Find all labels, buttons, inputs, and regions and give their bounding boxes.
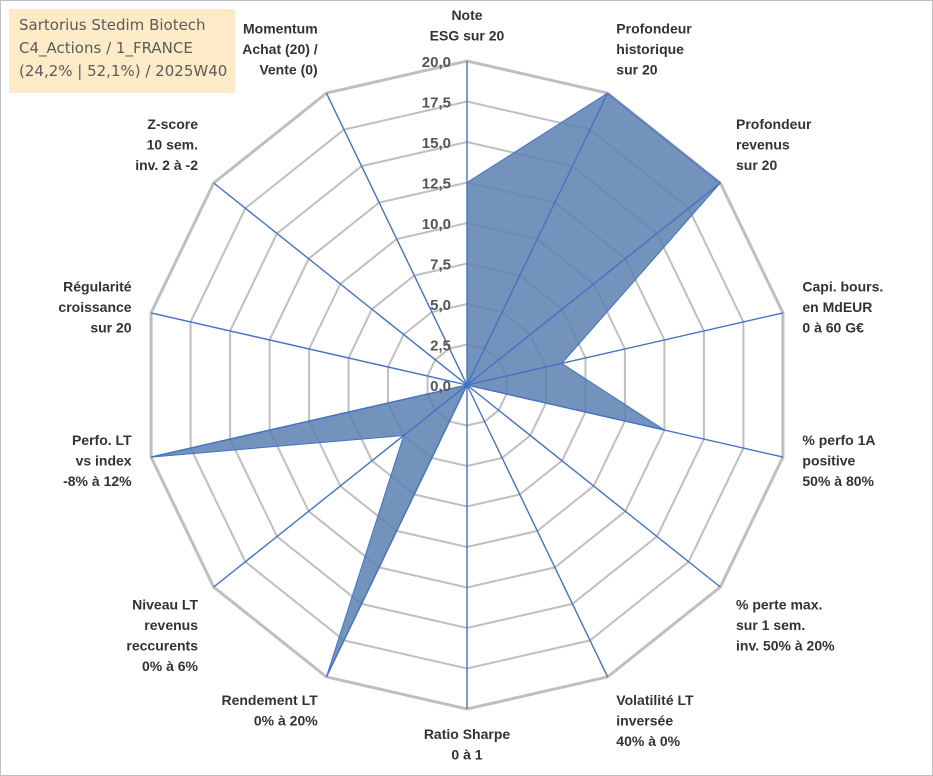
- axis-label-2: Profondeur revenus sur 20: [736, 116, 812, 173]
- spoke-10: [150, 384, 468, 458]
- chart-title-box: Sartorius Stedim Biotech C4_Actions / 1_…: [9, 9, 235, 93]
- axis-label-7-line-0: Ratio Sharpe: [424, 726, 511, 742]
- axis-label-6-line-2: 40% à 0%: [616, 733, 680, 749]
- axis-label-13-line-2: Vente (0): [259, 62, 317, 78]
- axis-label-4-line-2: 50% à 80%: [802, 473, 874, 489]
- tick-label-7: 17,5: [422, 95, 451, 112]
- axis-label-10-line-2: -8% à 12%: [63, 473, 132, 489]
- spoke-12: [213, 182, 468, 386]
- axis-label-2-line-2: sur 20: [736, 157, 777, 173]
- axis-label-12-line-1: 10 sem.: [147, 137, 198, 153]
- axis-label-0-line-1: ESG sur 20: [430, 28, 505, 44]
- tick-label-1: 2,5: [430, 338, 451, 355]
- radar-axis-labels: Note ESG sur 20 Profondeur historique sur 20…: [58, 7, 883, 763]
- spoke-5: [466, 384, 721, 588]
- axis-label-12-line-0: Z-score: [147, 116, 198, 132]
- axis-label-3: Capi. bours. en MdEUR 0 à 60 G€: [802, 279, 883, 336]
- spoke-1: [466, 92, 609, 386]
- tick-label-0: 0,0: [430, 378, 451, 395]
- spoke-3: [466, 312, 784, 386]
- axis-label-2-line-1: revenus: [736, 137, 790, 153]
- axis-label-7-line-1: 0 à 1: [451, 747, 482, 763]
- axis-label-1-line-2: sur 20: [616, 62, 657, 78]
- axis-label-6: Volatilité LT inversée 40% à 0%: [616, 692, 694, 749]
- axis-label-3-line-0: Capi. bours.: [802, 279, 883, 295]
- axis-label-7: Ratio Sharpe 0 à 1: [424, 726, 511, 763]
- axis-label-3-line-1: en MdEUR: [802, 299, 872, 315]
- spoke-13: [325, 92, 468, 386]
- spoke-8: [325, 384, 468, 678]
- axis-label-9-line-3: 0% à 6%: [142, 658, 199, 674]
- tick-label-4: 10,0: [422, 216, 451, 233]
- axis-label-9-line-1: revenus: [144, 617, 198, 633]
- axis-label-1-line-0: Profondeur: [616, 21, 692, 37]
- axis-label-1: Profondeur historique sur 20: [616, 21, 692, 78]
- chart-subtitle-portfolio: C4_Actions / 1_FRANCE: [19, 39, 193, 57]
- axis-label-2-line-0: Profondeur: [736, 116, 812, 132]
- chart-title: Sartorius Stedim Biotech: [19, 16, 206, 34]
- axis-label-9: Niveau LT revenus reccurents 0% à 6%: [126, 597, 198, 675]
- axis-label-4-line-1: positive: [802, 452, 855, 468]
- tick-label-6: 15,0: [422, 135, 451, 152]
- axis-label-6-line-1: inversée: [616, 712, 673, 728]
- axis-label-10-line-0: Perfo. LT: [72, 432, 132, 448]
- axis-label-8-line-1: 0% à 20%: [254, 712, 318, 728]
- axis-label-8-line-0: Rendement LT: [221, 692, 318, 708]
- axis-label-10: Perfo. LT vs index -8% à 12%: [63, 432, 132, 489]
- axis-label-12: Z-score 10 sem. inv. 2 à -2: [135, 116, 198, 173]
- tick-label-5: 12,5: [422, 176, 451, 193]
- axis-label-13-line-1: Achat (20) /: [242, 41, 318, 57]
- axis-label-12-line-2: inv. 2 à -2: [135, 157, 198, 173]
- spoke-9: [213, 384, 468, 588]
- axis-label-0: Note ESG sur 20: [430, 7, 505, 44]
- axis-label-3-line-2: 0 à 60 G€: [802, 320, 864, 336]
- spoke-6: [466, 384, 609, 678]
- axis-label-0-line-0: Note: [451, 7, 482, 23]
- spoke-2: [466, 182, 721, 386]
- axis-label-5: % perte max. sur 1 sem. inv. 50% à 20%: [736, 597, 835, 654]
- axis-label-1-line-1: historique: [616, 41, 684, 57]
- tick-label-3: 7,5: [430, 257, 451, 274]
- axis-label-6-line-0: Volatilité LT: [616, 692, 694, 708]
- axis-label-9-line-2: reccurents: [126, 638, 198, 654]
- axis-label-11-line-1: croissance: [58, 299, 131, 315]
- axis-label-4-line-0: % perfo 1A: [802, 432, 875, 448]
- axis-label-8: Rendement LT 0% à 20%: [221, 692, 318, 729]
- radar-spokes: [150, 61, 784, 709]
- axis-label-10-line-1: vs index: [76, 452, 132, 468]
- axis-label-5-line-0: % perte max.: [736, 597, 822, 613]
- tick-label-2: 5,0: [430, 297, 451, 314]
- chart-subtitle-stats: (24,2% | 52,1%) / 2025W40: [19, 62, 228, 80]
- axis-label-5-line-2: inv. 50% à 20%: [736, 638, 835, 654]
- radar-tick-labels: 0,0 2,5 5,0 7,5 10,0 12,5 15,0 17,5 20,0: [422, 54, 451, 395]
- tick-label-8: 20,0: [422, 54, 451, 71]
- axis-label-9-line-0: Niveau LT: [132, 597, 198, 613]
- axis-label-13: Momentum Achat (20) / Vente (0): [242, 21, 318, 78]
- axis-label-5-line-1: sur 1 sem.: [736, 617, 805, 633]
- axis-label-11-line-0: Régularité: [63, 279, 132, 295]
- axis-label-4: % perfo 1A positive 50% à 80%: [802, 432, 875, 489]
- axis-label-11: Régularité croissance sur 20: [58, 279, 131, 336]
- spoke-11: [150, 312, 468, 386]
- axis-label-13-line-0: Momentum: [243, 21, 318, 37]
- axis-label-11-line-2: sur 20: [90, 320, 131, 336]
- spoke-4: [466, 384, 784, 458]
